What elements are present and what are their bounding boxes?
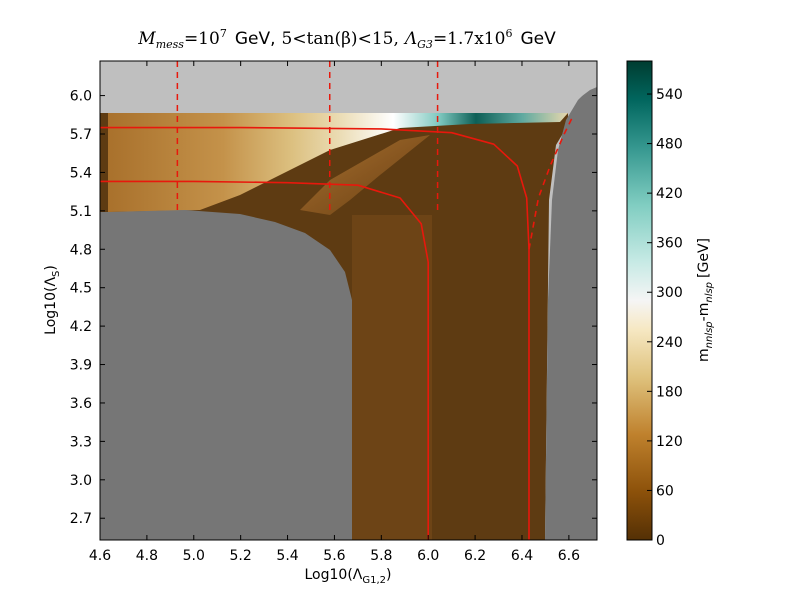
x-tick-label: 5.2 xyxy=(230,548,252,564)
contour-line xyxy=(528,114,575,250)
y-tick-label: 3.3 xyxy=(70,434,92,450)
upper-band-region xyxy=(108,113,568,212)
y-tick-label: 3.0 xyxy=(70,473,92,489)
colorbar-label: mnnlsp-mnlsp[GeV] xyxy=(696,238,715,362)
x-axis: 4.6 4.8 5.0 5.2 5.4 5.6 5.8 6.0 6.2 6.4 6.6 xyxy=(89,61,580,564)
y-tick-label: 4.8 xyxy=(70,242,92,258)
y-axis: 2.7 3.0 3.3 3.6 3.9 4.2 4.5 4.8 5.1 5.4 5.7 6.0 xyxy=(70,89,597,527)
x-tick-label: 6.0 xyxy=(417,548,439,564)
colorbar-tick-label: 60 xyxy=(656,483,674,499)
plot-area xyxy=(100,61,597,540)
y-tick-label: 5.1 xyxy=(70,204,92,220)
colorbar-tick-label: 360 xyxy=(656,236,683,252)
excluded-region-right xyxy=(545,83,597,540)
chart-title: Mmess=107 GeV, 5<tan(β)<15, ΛG3=1.7x106 GeV xyxy=(137,27,556,51)
colorbar-tick-label: 540 xyxy=(656,87,683,103)
y-tick-label: 4.5 xyxy=(70,281,92,297)
y-tick-label: 3.9 xyxy=(70,358,92,374)
dashed-lines xyxy=(176,61,439,211)
colorbar-tick-label: 300 xyxy=(656,285,683,301)
x-tick-label: 5.6 xyxy=(323,548,345,564)
x-tick-label: 4.8 xyxy=(136,548,158,564)
colorbar xyxy=(626,60,653,541)
mid-band-region xyxy=(300,135,430,215)
excluded-region-right-edge xyxy=(566,61,597,113)
x-axis-label: Log10(ΛG1,2) xyxy=(305,567,392,586)
contour-lines xyxy=(100,114,575,540)
y-tick-label: 6.0 xyxy=(70,89,92,105)
y-tick-label: 2.7 xyxy=(70,511,92,527)
colorbar-tick-label: 480 xyxy=(656,137,683,153)
x-tick-label: 5.0 xyxy=(183,548,205,564)
y-tick-label: 4.2 xyxy=(70,319,92,335)
colorbar-tick-label: 180 xyxy=(656,384,683,400)
x-tick-label: 4.6 xyxy=(89,548,111,564)
mid-column-shade xyxy=(352,215,432,540)
x-tick-label: 5.8 xyxy=(370,548,392,564)
x-tick-label: 6.4 xyxy=(511,548,533,564)
colorbar-tick-label: 0 xyxy=(656,533,665,549)
colorbar-tick-label: 420 xyxy=(656,186,683,202)
y-tick-label: 3.6 xyxy=(70,396,92,412)
colorbar-tick-label: 120 xyxy=(656,434,683,450)
excluded-region-lower-left xyxy=(100,210,352,540)
colorbar-axis: 0 60 120 180 240 300 360 420 480 540 xyxy=(647,87,683,549)
plot-frame xyxy=(99,60,598,541)
x-tick-label: 6.2 xyxy=(464,548,486,564)
y-axis-label: Log10(ΛS) xyxy=(43,265,62,335)
contour-line xyxy=(100,180,429,540)
colorbar-tick-label: 240 xyxy=(656,335,683,351)
y-tick-label: 5.7 xyxy=(70,127,92,143)
y-tick-label: 5.4 xyxy=(70,165,92,181)
x-tick-label: 6.6 xyxy=(558,548,580,564)
contour-line xyxy=(100,126,530,540)
x-tick-label: 5.4 xyxy=(276,548,298,564)
